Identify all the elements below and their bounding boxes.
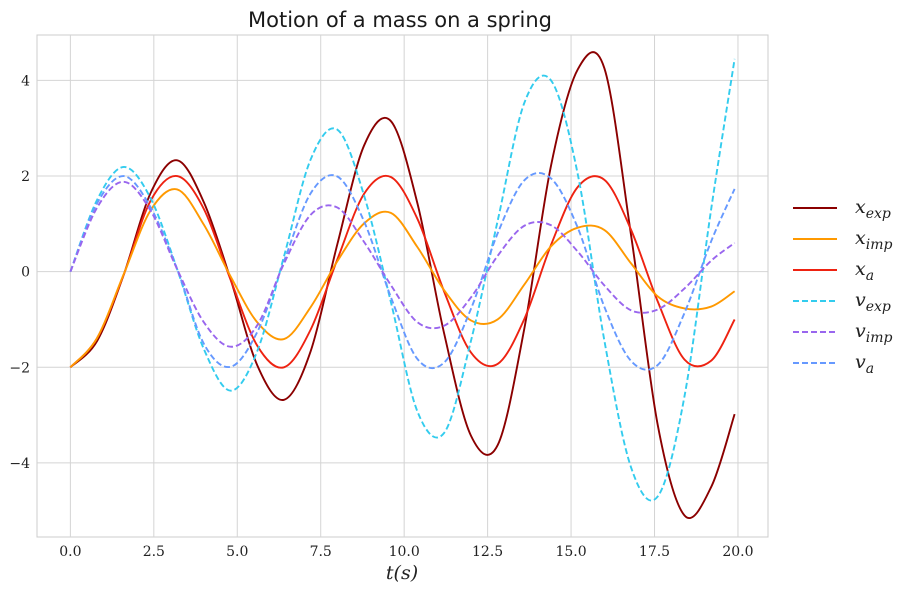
y-tick-label: 0 (21, 265, 30, 281)
x-tick-label: 7.5 (310, 544, 332, 560)
legend-label-main: v (855, 320, 866, 342)
x-tick-labels: 0.0 2.5 5.0 7.5 10.0 12.5 15.0 17.5 20.0 (59, 544, 753, 560)
chart-title: Motion of a mass on a spring (248, 8, 552, 32)
y-tick-label: −4 (9, 456, 30, 472)
y-tick-label: 2 (21, 169, 30, 185)
x-tick-label: 0.0 (59, 544, 81, 560)
legend-label-sub: imp (866, 237, 893, 253)
x-tick-label: 20.0 (722, 544, 753, 560)
legend-label-sub: imp (866, 330, 893, 346)
legend-label-main: v (855, 289, 866, 311)
x-tick-label: 12.5 (472, 544, 503, 560)
legend-label-sub: exp (866, 206, 891, 222)
x-tick-label: 10.0 (389, 544, 420, 560)
legend-label-sub: a (866, 268, 874, 284)
x-tick-label: 17.5 (639, 544, 670, 560)
y-tick-label: 4 (21, 73, 30, 89)
legend-label-main: x (855, 258, 866, 280)
x-tick-label: 15.0 (555, 544, 586, 560)
legend-label-sub: exp (866, 299, 891, 315)
legend-label-main: x (855, 196, 866, 218)
legend-label-main: x (855, 227, 866, 249)
x-tick-label: 2.5 (143, 544, 165, 560)
y-tick-label: −2 (9, 360, 30, 376)
legend-label-main: v (855, 351, 866, 373)
legend-label-sub: a (866, 361, 874, 377)
x-tick-label: 5.0 (226, 544, 248, 560)
plot-area (37, 35, 768, 537)
x-axis-label: t(s) (386, 562, 418, 584)
